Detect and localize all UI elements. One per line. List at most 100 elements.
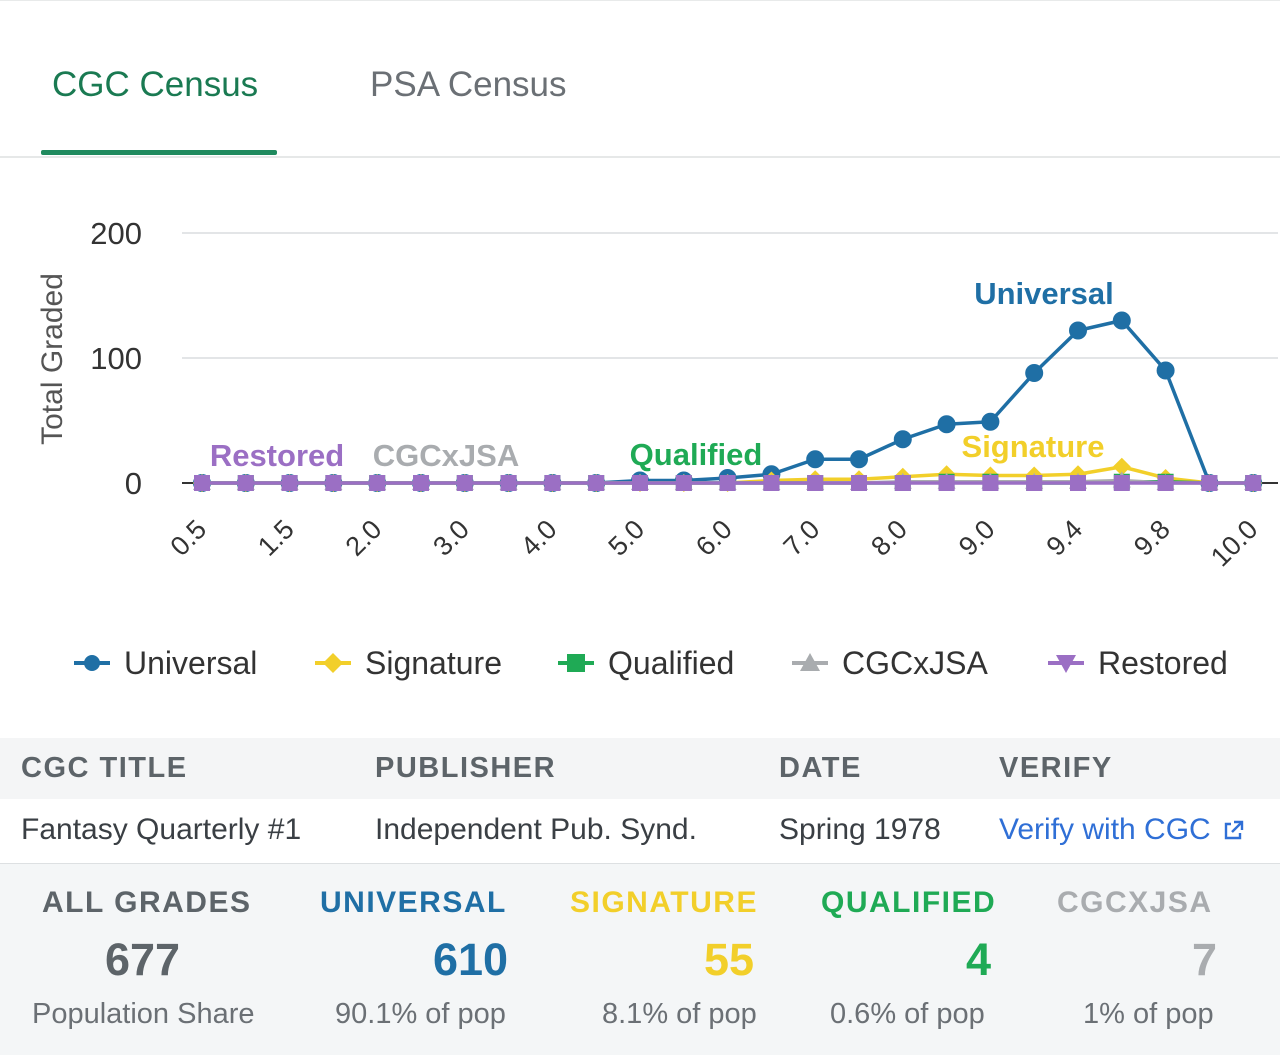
x-tick-label: 0.5 [164,514,212,562]
legend-label: CGCxJSA [842,644,988,681]
cell-publisher: Independent Pub. Synd. [375,813,697,846]
y-tick-label: 200 [90,216,142,251]
diamond-marker-icon [315,653,351,673]
data-point [1112,311,1131,330]
stat-value: 610 [433,934,509,985]
stat-label: QUALIFIED [821,886,997,919]
x-tick-label: 1.5 [252,514,300,562]
header-date: DATE [779,752,862,784]
verify-with-cgc-link[interactable]: Verify with CGC [999,813,1245,846]
info-table-header: CGC TITLE PUBLISHER DATE VERIFY [0,738,1280,800]
data-point [588,475,605,491]
y-axis-title: Total Graded [36,273,69,445]
stat-label: CGCXJSA [1057,886,1213,919]
legend-label: Universal [124,644,258,681]
data-point [413,475,429,491]
x-tick-label: 9.0 [953,514,1001,562]
legend-item-restored[interactable]: Restored [1046,641,1228,685]
stat-share: 8.1% of pop [602,998,757,1030]
data-point [937,415,956,434]
population-stats: ALL GRADES 677 Population Share UNIVERSA… [0,864,1280,1055]
stat-label: ALL GRADES [42,886,252,919]
header-verify: VERIFY [999,752,1113,784]
tab-cgc-census[interactable]: CGC Census [52,65,259,104]
x-tick-label: 10.0 [1205,514,1263,572]
data-point [806,450,825,469]
data-point [1201,475,1218,491]
stat-value: 7 [1192,934,1218,985]
data-point [237,475,254,491]
data-point [1245,475,1262,491]
data-point [894,475,911,491]
x-tick-label: 4.0 [515,514,563,562]
cell-verify: Verify with CGC [999,813,1245,847]
stat-value: 4 [966,934,992,985]
data-point [807,475,824,491]
census-line-chart: 0 100 200 Total Graded 0.5 1.5 2.0 3.0 4.0 5.0 6.0… [36,216,1278,572]
series-annotation: Universal [974,276,1114,311]
stat-value: 55 [704,934,755,985]
series-annotation: Qualified [630,437,763,472]
circle-marker-icon [74,655,110,671]
x-tick-label: 9.4 [1040,514,1088,562]
stat-share: 0.6% of pop [830,998,985,1030]
data-point [1070,475,1086,491]
data-point [850,450,868,469]
active-tab-indicator [41,150,277,155]
data-point [1156,361,1175,380]
y-tick-label: 100 [90,341,142,376]
x-tick-label: 5.0 [602,514,650,562]
data-point [981,412,1000,431]
legend-item-universal[interactable]: Universal [72,641,257,685]
stat-share: 90.1% of pop [335,998,506,1030]
legend-item-signature[interactable]: Signature [313,641,502,685]
triangle-marker-icon [792,653,828,671]
square-marker-icon [558,654,594,672]
data-point [1026,475,1043,491]
header-cgc-title: CGC TITLE [21,752,188,784]
external-link-icon [1224,820,1243,840]
data-point [369,475,386,491]
triangle-down-marker-icon [1048,655,1084,673]
cell-date: Spring 1978 [779,813,941,846]
legend-label: Signature [365,644,502,681]
header-publisher: PUBLISHER [375,752,557,784]
stat-share: Population Share [32,998,255,1030]
data-point [675,475,692,491]
tab-psa-census[interactable]: PSA Census [370,65,567,104]
stat-label: UNIVERSAL [320,886,507,919]
data-point [893,430,912,449]
x-tick-label: 2.0 [340,514,388,562]
stat-value: 677 [105,934,181,985]
legend-item-cgcxjsa[interactable]: CGCxJSA [790,641,988,685]
legend-item-qualified[interactable]: Qualified [556,641,734,685]
table-row: Fantasy Quarterly #1 Independent Pub. Sy… [0,799,1280,864]
census-tabs: CGC Census PSA Census [0,1,1280,158]
x-tick-label: 6.0 [690,514,738,562]
data-point [938,475,955,491]
legend-label: Qualified [608,644,735,681]
series-annotation: CGCxJSA [373,438,519,473]
data-point [1113,475,1130,491]
data-point [194,475,210,491]
x-tick-label: 7.0 [778,514,826,562]
x-tick-label: 8.0 [865,514,913,562]
series-annotation: Restored [210,438,344,473]
data-point [544,475,561,491]
x-tick-label: 3.0 [427,514,475,562]
y-tick-label: 0 [125,466,142,501]
data-point [325,475,342,491]
data-point [1025,364,1044,382]
legend-label: Restored [1098,644,1228,681]
data-point [500,475,517,491]
data-point [763,475,780,491]
data-point [632,475,648,491]
stat-share: 1% of pop [1083,998,1214,1030]
cell-title: Fantasy Quarterly #1 [21,813,302,846]
series-annotation: Signature [962,429,1105,464]
data-point [1157,475,1174,491]
data-point [982,475,999,491]
chart-legend: Universal Signature Qualified CGCxJSA [0,641,1280,685]
data-point [456,475,473,491]
